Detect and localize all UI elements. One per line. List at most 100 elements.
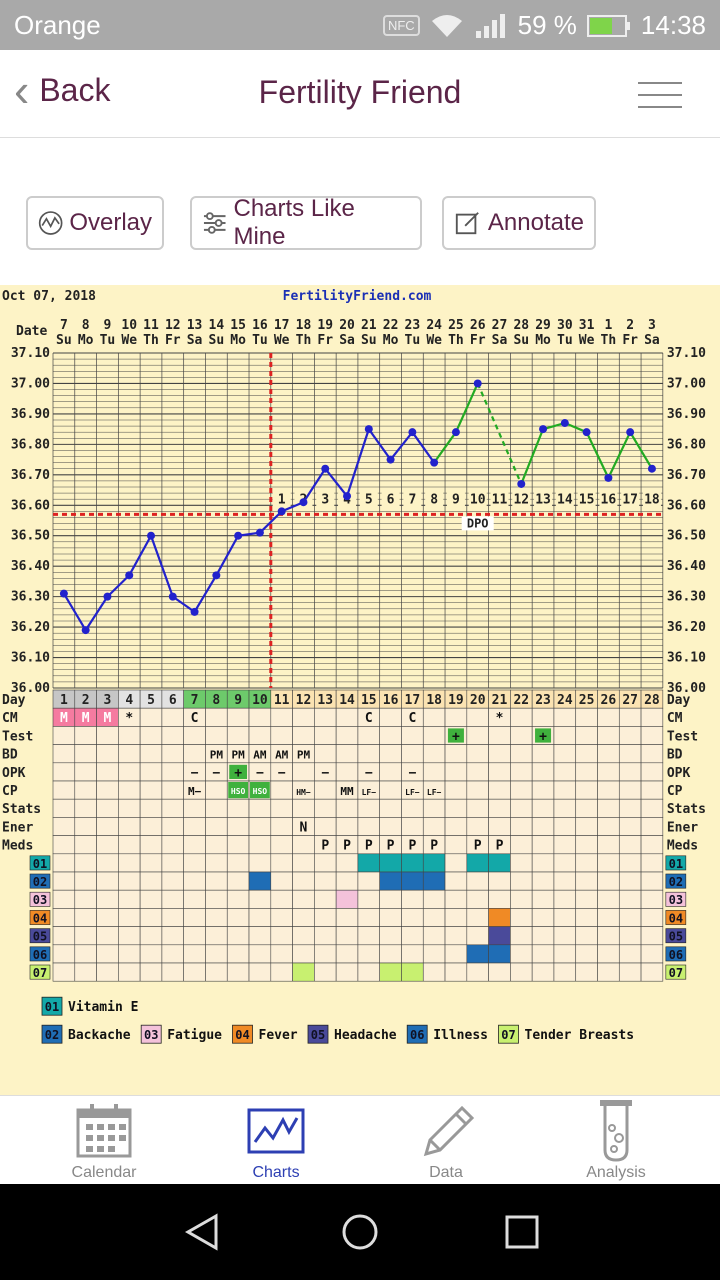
nav-calendar[interactable]: Calendar [14, 1096, 194, 1185]
charts-like-mine-button[interactable]: Charts Like Mine [190, 195, 422, 250]
row-cell [161, 780, 184, 800]
symptom-code-right: 03 [669, 893, 683, 907]
row-cell [118, 762, 141, 782]
signal-icon [475, 13, 505, 38]
nav-charts[interactable]: Charts [186, 1096, 366, 1185]
row-cell [161, 944, 184, 964]
row-cell [357, 908, 381, 927]
date-label: 22 [383, 318, 399, 333]
row-cell [161, 726, 184, 745]
nav-analysis[interactable]: Analysis [526, 1096, 706, 1185]
system-home-icon[interactable] [340, 1212, 380, 1252]
row-cell [226, 926, 250, 946]
row-cell [575, 889, 598, 909]
day-number: 17 [405, 693, 421, 708]
y-tick-label-right: 36.50 [667, 529, 706, 544]
temp-point [582, 428, 591, 437]
symptom-code-badge-right [665, 964, 687, 980]
system-back-icon[interactable] [182, 1212, 222, 1252]
test-tube-icon [600, 1100, 632, 1162]
row-label-right: CM [667, 711, 683, 726]
temp-segment [411, 431, 436, 464]
y-tick-label-right: 36.40 [667, 559, 706, 574]
carrier-label: Orange [14, 10, 101, 40]
y-tick-label-right: 36.20 [667, 620, 706, 635]
legend-label: Headache [334, 1028, 397, 1043]
temp-point [234, 531, 243, 540]
row-cell [118, 726, 141, 745]
row-cell [226, 707, 250, 727]
temp-segment [433, 431, 457, 464]
date-label: 16 [252, 318, 268, 333]
row-cell [74, 871, 97, 891]
row-cell [640, 853, 664, 873]
symptom-code-right: 05 [669, 930, 683, 944]
weekday-label: Tu [405, 333, 421, 348]
row-cell [379, 780, 402, 800]
wifi-icon [431, 14, 462, 37]
row-cell [401, 817, 424, 836]
row-cell [553, 871, 577, 891]
weekday-label: Su [361, 333, 377, 348]
legend-label: Vitamin E [68, 1000, 138, 1015]
row-cell [139, 780, 163, 800]
date-label: 26 [470, 318, 486, 333]
menu-icon[interactable] [638, 82, 682, 108]
row-cell [52, 908, 76, 927]
row-cell [270, 908, 293, 927]
y-tick-label-left: 36.50 [11, 529, 50, 544]
y-tick-label-left: 36.80 [11, 437, 50, 452]
symptom-code-badge [29, 855, 51, 871]
back-button[interactable]: ‹ Back [14, 67, 111, 113]
weekday-label: Mo [78, 333, 94, 348]
row-cell [488, 817, 511, 836]
temp-segment [389, 431, 414, 461]
row-cell [510, 798, 533, 818]
row-cell [335, 889, 359, 909]
day-number: 2 [82, 693, 90, 708]
nav-data[interactable]: Data [356, 1096, 536, 1185]
dpo-label-bg [461, 516, 494, 531]
day-number: 20 [470, 693, 486, 708]
temp-point [321, 464, 330, 473]
row-cell [335, 944, 359, 964]
row-cell [640, 707, 664, 727]
date-label: 28 [513, 318, 529, 333]
system-recents-icon[interactable] [502, 1212, 542, 1252]
row-cell [205, 853, 228, 873]
weekday-label: Tu [100, 333, 116, 348]
legend-code: 07 [501, 1028, 515, 1042]
row-cell [226, 853, 250, 873]
legend-code: 05 [311, 1028, 325, 1042]
symptom-code-badge-right [665, 946, 687, 962]
row-cell [597, 889, 620, 909]
overlay-button[interactable]: Overlay [26, 196, 164, 250]
row-label: CP [2, 784, 18, 799]
dpo-number: 3 [321, 492, 329, 507]
legend-swatch [232, 1024, 253, 1044]
day-number: 19 [448, 693, 464, 708]
row-cell [466, 853, 489, 873]
temp-segment [345, 428, 370, 497]
legend-code: 01 [45, 1000, 59, 1014]
row-cell [161, 762, 184, 782]
temp-point [473, 379, 482, 388]
y-tick-label-left: 37.10 [11, 346, 50, 361]
row-cell [531, 889, 555, 909]
back-label: Back [39, 71, 111, 108]
dpo-number: 10 [470, 492, 486, 507]
row-cell [139, 744, 163, 764]
annotate-button[interactable]: Annotate [442, 196, 596, 250]
row-cell [531, 962, 555, 982]
row-cell [52, 962, 76, 982]
row-cell [531, 871, 555, 891]
row-cell [161, 962, 184, 982]
row-cell [183, 889, 206, 909]
row-cell [292, 962, 315, 982]
row-cell [597, 908, 620, 927]
row-cell [118, 798, 141, 818]
row-cell [422, 962, 446, 982]
row-cell [597, 726, 620, 745]
row-cell [205, 889, 228, 909]
row-value: LF− [405, 788, 420, 797]
